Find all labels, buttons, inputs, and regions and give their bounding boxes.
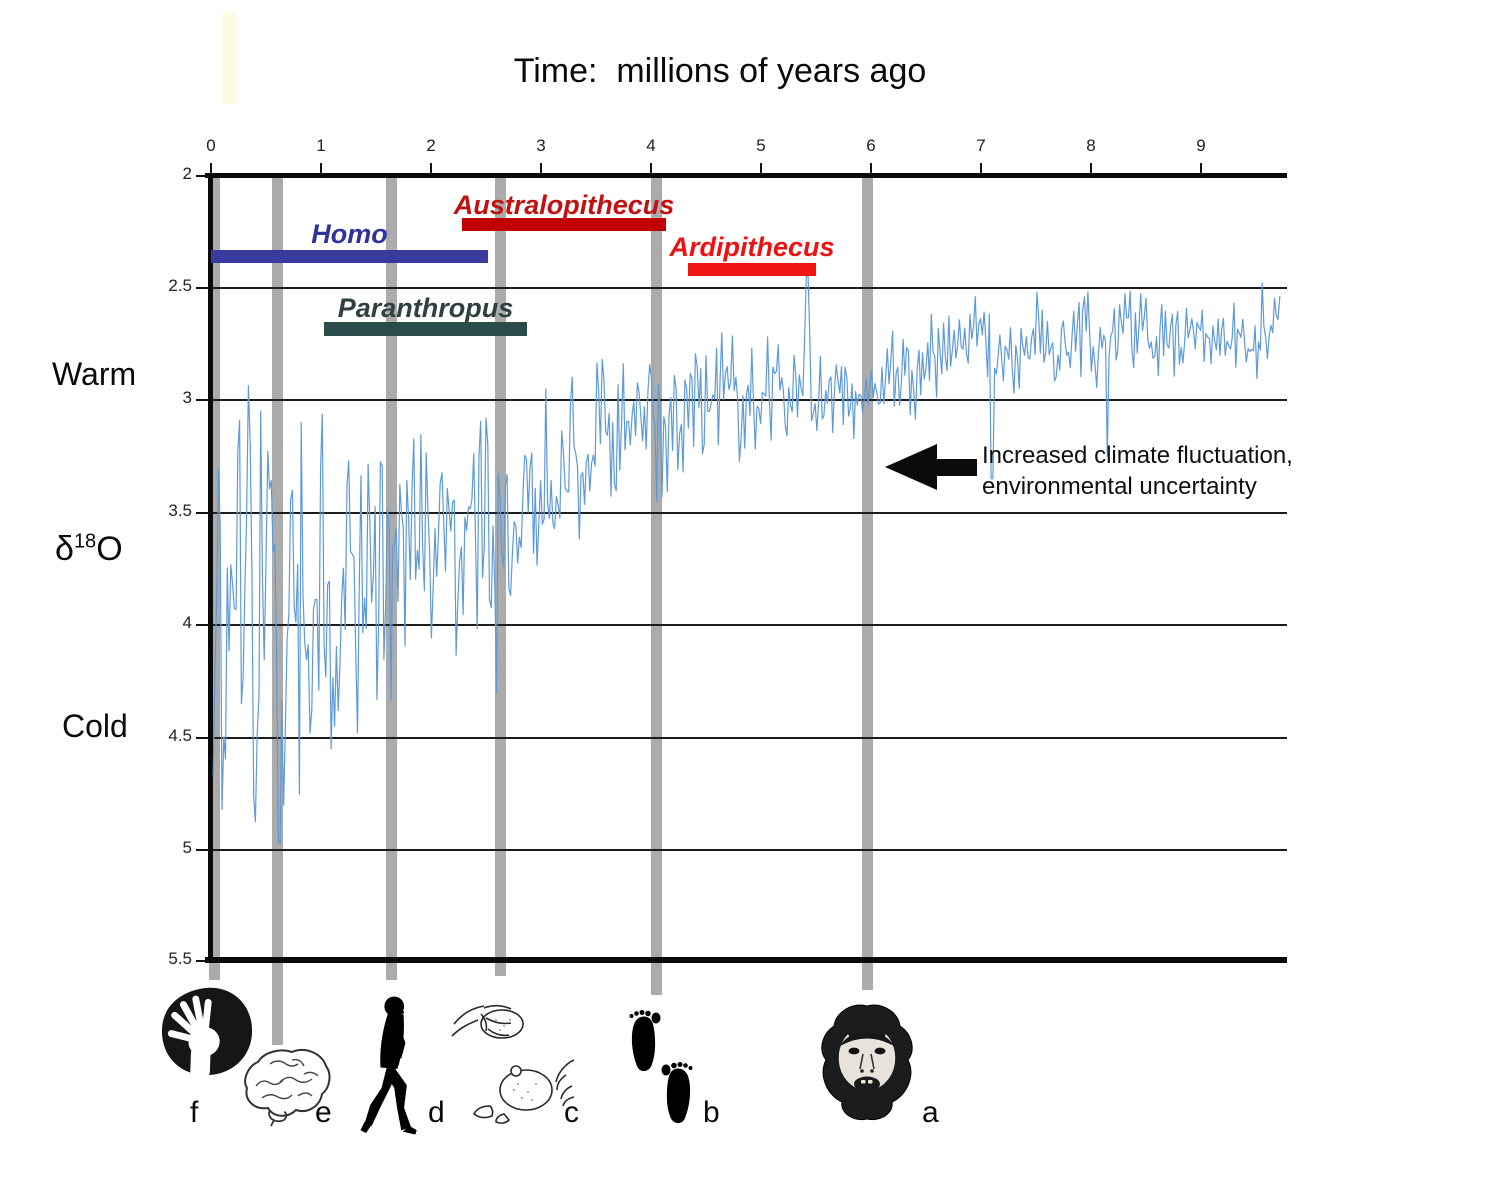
- x-tick-5: 5: [756, 136, 766, 155]
- y-tick-3-5: 3.5: [168, 501, 192, 520]
- event-bar-a: [862, 175, 873, 990]
- annotation-line1: Increased climate fluctuation,: [982, 442, 1293, 469]
- x-axis-top-line: [205, 173, 1287, 178]
- ardipithecus-label: Ardipithecus: [669, 232, 835, 262]
- y-axis-line: [208, 173, 213, 963]
- event-letter-f: f: [190, 1096, 199, 1129]
- x-tickmark-1: [320, 163, 322, 174]
- event-letter-a: a: [922, 1096, 939, 1129]
- yellow-artifact-strip: [222, 12, 236, 104]
- gridline-4-0: [210, 624, 1287, 626]
- annotation-line2: environmental uncertainty: [982, 473, 1257, 500]
- y-tickmark-5: [196, 849, 209, 851]
- event-bar-d: [386, 175, 397, 980]
- paranthropus-label: Paranthropus: [337, 293, 514, 323]
- x-axis-bottom-line: [205, 957, 1287, 963]
- event-bar-f: [209, 175, 220, 980]
- event-bar-b: [651, 175, 662, 995]
- y-tickmark-5-5: [196, 960, 209, 962]
- event-letter-c: c: [564, 1096, 579, 1129]
- gridline-2-5: [210, 287, 1287, 289]
- y-tick-2-5: 2.5: [168, 276, 192, 295]
- x-tickmark-0: [210, 163, 212, 174]
- handprint-icon: [161, 987, 253, 1077]
- y-tick-5-5: 5.5: [168, 949, 192, 968]
- australopithecus-range-bar: [462, 218, 666, 231]
- x-tick-6: 6: [866, 136, 876, 155]
- x-tickmark-4: [650, 163, 652, 174]
- x-tickmark-9: [1200, 163, 1202, 174]
- warm-label: Warm: [52, 356, 137, 392]
- delta-element: O: [96, 530, 123, 568]
- homo-range-bar: [211, 250, 488, 263]
- y-tickmark-2: [196, 175, 209, 177]
- cold-label: Cold: [62, 708, 128, 744]
- stone-tool-use-icon: [451, 1004, 575, 1124]
- x-tick-8: 8: [1086, 136, 1096, 155]
- y-tick-4: 4: [182, 613, 192, 632]
- x-tick-1: 1: [316, 136, 326, 155]
- australopithecus-label: Australopithecus: [453, 190, 675, 220]
- event-bar-e: [272, 175, 283, 1045]
- y-tick-5: 5: [182, 838, 192, 857]
- x-tick-2: 2: [426, 136, 436, 155]
- left-arrow-icon: [885, 444, 977, 490]
- y-axis-label: δ18O: [55, 530, 123, 569]
- x-tick-4: 4: [646, 136, 656, 155]
- y-tick-2: 2: [182, 164, 192, 183]
- x-tickmark-2: [430, 163, 432, 174]
- chart-title: Time: millions of years ago: [513, 52, 927, 90]
- event-letter-e: e: [315, 1096, 332, 1129]
- gridline-5-0: [210, 849, 1287, 851]
- oxygen-isotope-plot: [212, 275, 1281, 844]
- gridline-3-5: [210, 512, 1287, 514]
- y-tick-3: 3: [182, 388, 192, 407]
- ape-face-icon: [821, 1004, 913, 1121]
- brain-icon: [244, 1048, 331, 1127]
- ardipithecus-range-bar: [688, 263, 816, 276]
- y-tickmark-3-5: [196, 512, 209, 514]
- y-tick-4-5: 4.5: [168, 726, 192, 745]
- event-letter-d: d: [428, 1096, 445, 1129]
- x-tick-9: 9: [1196, 136, 1206, 155]
- gridline-4-5: [210, 737, 1287, 739]
- y-tickmark-4: [196, 624, 209, 626]
- y-tickmark-2-5: [196, 287, 209, 289]
- x-tickmark-7: [980, 163, 982, 174]
- x-tick-7: 7: [976, 136, 986, 155]
- x-tick-0: 0: [206, 136, 216, 155]
- footprints-icon: [629, 1010, 693, 1124]
- delta-superscript: 18: [73, 530, 97, 553]
- y-tickmark-4-5: [196, 737, 209, 739]
- x-tickmark-6: [870, 163, 872, 174]
- oxygen-isotope-curve: [212, 275, 1281, 844]
- paranthropus-range-bar: [324, 322, 527, 336]
- y-tickmark-3: [196, 399, 209, 401]
- x-tick-3: 3: [536, 136, 546, 155]
- x-tickmark-5: [760, 163, 762, 174]
- walking-hominin-icon: [360, 996, 417, 1135]
- event-bar-c: [495, 175, 506, 976]
- homo-label: Homo: [311, 219, 388, 249]
- delta-symbol: δ: [55, 530, 74, 568]
- x-tickmark-8: [1090, 163, 1092, 174]
- event-letter-b: b: [703, 1096, 720, 1129]
- x-tickmark-3: [540, 163, 542, 174]
